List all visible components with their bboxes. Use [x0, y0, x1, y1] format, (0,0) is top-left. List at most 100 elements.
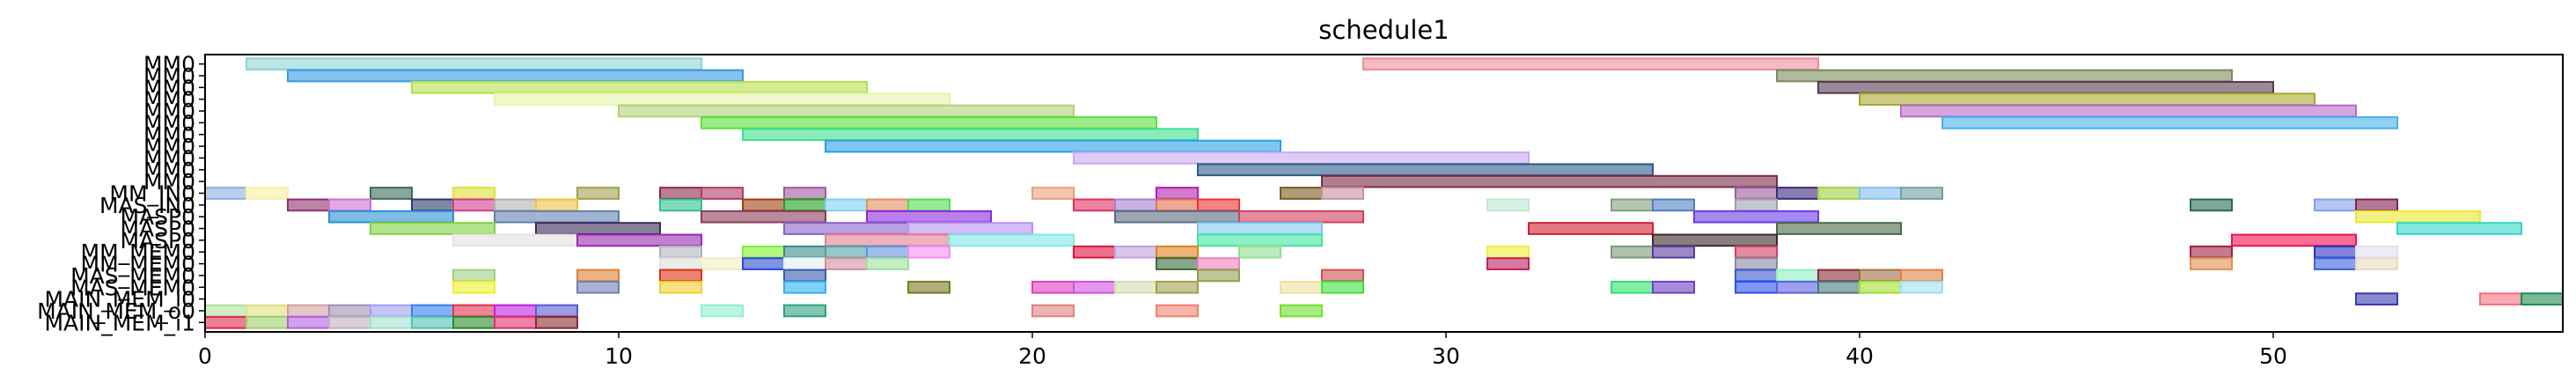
y-tick-label: MM0: [143, 87, 195, 113]
y-tick-label: MAS_MEM0: [70, 275, 195, 300]
gantt-bar: [1156, 304, 1199, 318]
gantt-row: [618, 104, 2357, 118]
gantt-bar: [825, 139, 1281, 153]
x-tick-label: 20: [1018, 343, 1046, 369]
gantt-row: [742, 128, 1199, 142]
y-tick-label: MM0: [143, 75, 195, 100]
y-tick-label: MAS_MEM0: [70, 263, 195, 289]
gantt-bar: [659, 198, 702, 212]
gantt-bar: [287, 198, 330, 212]
gantt-bar: [1652, 245, 1695, 259]
gantt-bar: [1652, 198, 1695, 212]
gantt-row: [452, 280, 1943, 294]
gantt-bar: [1900, 269, 1943, 283]
gantt-row: [2355, 292, 2564, 305]
gantt-bar: [825, 245, 868, 259]
gantt-bar: [452, 233, 578, 247]
gantt-bar: [411, 304, 454, 318]
gantt-bar: [535, 198, 578, 212]
gantt-bar: [1900, 104, 2357, 118]
gantt-bar: [576, 269, 620, 283]
gantt-bar: [1900, 187, 1943, 200]
y-tick-label: MM_IN0: [109, 181, 195, 207]
gantt-bar: [2314, 257, 2357, 270]
gantt-bar: [1900, 280, 1943, 294]
gantt-bar: [1611, 245, 1654, 259]
gantt-bar: [1776, 280, 1819, 294]
gantt-bar: [2190, 198, 2233, 212]
gantt-bar: [1197, 163, 1654, 177]
y-tick-label: MM_MEM0: [81, 252, 195, 277]
gantt-bar: [2231, 233, 2357, 247]
gantt-row: [659, 257, 2398, 270]
gantt-row: [204, 304, 1323, 318]
y-tick-label: MASP0: [120, 228, 195, 254]
gantt-bar: [535, 222, 661, 235]
gantt-bar: [1486, 257, 1530, 270]
gantt-bar: [452, 280, 495, 294]
gantt-bar: [246, 187, 289, 200]
gantt-bar: [742, 245, 785, 259]
gantt-bar: [1238, 245, 1281, 259]
gantt-bar: [866, 257, 909, 270]
gantt-bar: [907, 245, 950, 259]
gantt-bar: [1280, 280, 1323, 294]
gantt-bar: [2314, 245, 2357, 259]
gantt-bar: [2479, 292, 2522, 305]
gantt-bar: [246, 57, 702, 71]
gantt-bar: [1817, 269, 1860, 283]
gantt-bar: [246, 304, 289, 318]
gantt-bar: [825, 198, 868, 212]
gantt-bar: [452, 315, 495, 329]
gantt-row: [1197, 163, 1654, 177]
y-tick-label: MM0: [143, 145, 195, 171]
gantt-bar: [204, 315, 247, 329]
gantt-bar: [1238, 210, 1364, 224]
gantt-bar: [2190, 245, 2233, 259]
gantt-bar: [246, 315, 289, 329]
gantt-bar: [452, 198, 495, 212]
gantt-bar: [1156, 198, 1199, 212]
gantt-bar: [1156, 280, 1199, 294]
gantt-bar: [1321, 269, 1364, 283]
gantt-bar: [411, 81, 868, 94]
gantt-bar: [907, 222, 1033, 235]
gantt-bar: [1817, 187, 1860, 200]
y-tick-label: MAIN_MEM_o0: [37, 298, 195, 324]
gantt-bar: [1280, 187, 1323, 200]
gantt-row: [1073, 151, 1530, 165]
gantt-bar: [2521, 292, 2564, 305]
gantt-bar: [328, 210, 454, 224]
gantt-bar: [1693, 210, 1819, 224]
gantt-bar: [1735, 198, 1778, 212]
gantt-bar: [1197, 233, 1323, 247]
gantt-bar: [1031, 304, 1075, 318]
x-axis: 0 10 20 30 40 50: [198, 332, 2287, 369]
x-tick-label: 0: [198, 343, 212, 369]
gantt-bar: [825, 257, 868, 270]
gantt-bar: [783, 257, 826, 270]
gantt-bar: [1735, 257, 1778, 270]
gantt-bar: [1776, 222, 1902, 235]
gantt-bar: [1197, 257, 1240, 270]
gantt-bar: [411, 315, 454, 329]
gantt-bar: [328, 304, 371, 318]
y-tick-label: MM_MEM0: [81, 239, 195, 265]
y-tick-label: MAIN_MEM_i1: [44, 310, 195, 335]
gantt-bar: [1321, 174, 1778, 188]
gantt-bar: [866, 245, 909, 259]
y-tick-label: MM0: [143, 169, 195, 195]
gantt-bar: [1073, 245, 1116, 259]
gantt-bar: [866, 198, 909, 212]
gantt-bar: [1073, 151, 1530, 165]
gantt-bar: [1073, 198, 1116, 212]
gantt-bar: [783, 245, 826, 259]
y-tick-label: MASP0: [120, 217, 195, 242]
gantt-bar: [783, 280, 826, 294]
gantt-row: [701, 116, 2398, 129]
gantt-bar: [1652, 280, 1695, 294]
gantt-bar: [1321, 280, 1364, 294]
gantt-bar: [1114, 245, 1157, 259]
chart-title: schedule1: [1318, 15, 1449, 45]
gantt-bar: [907, 280, 950, 294]
